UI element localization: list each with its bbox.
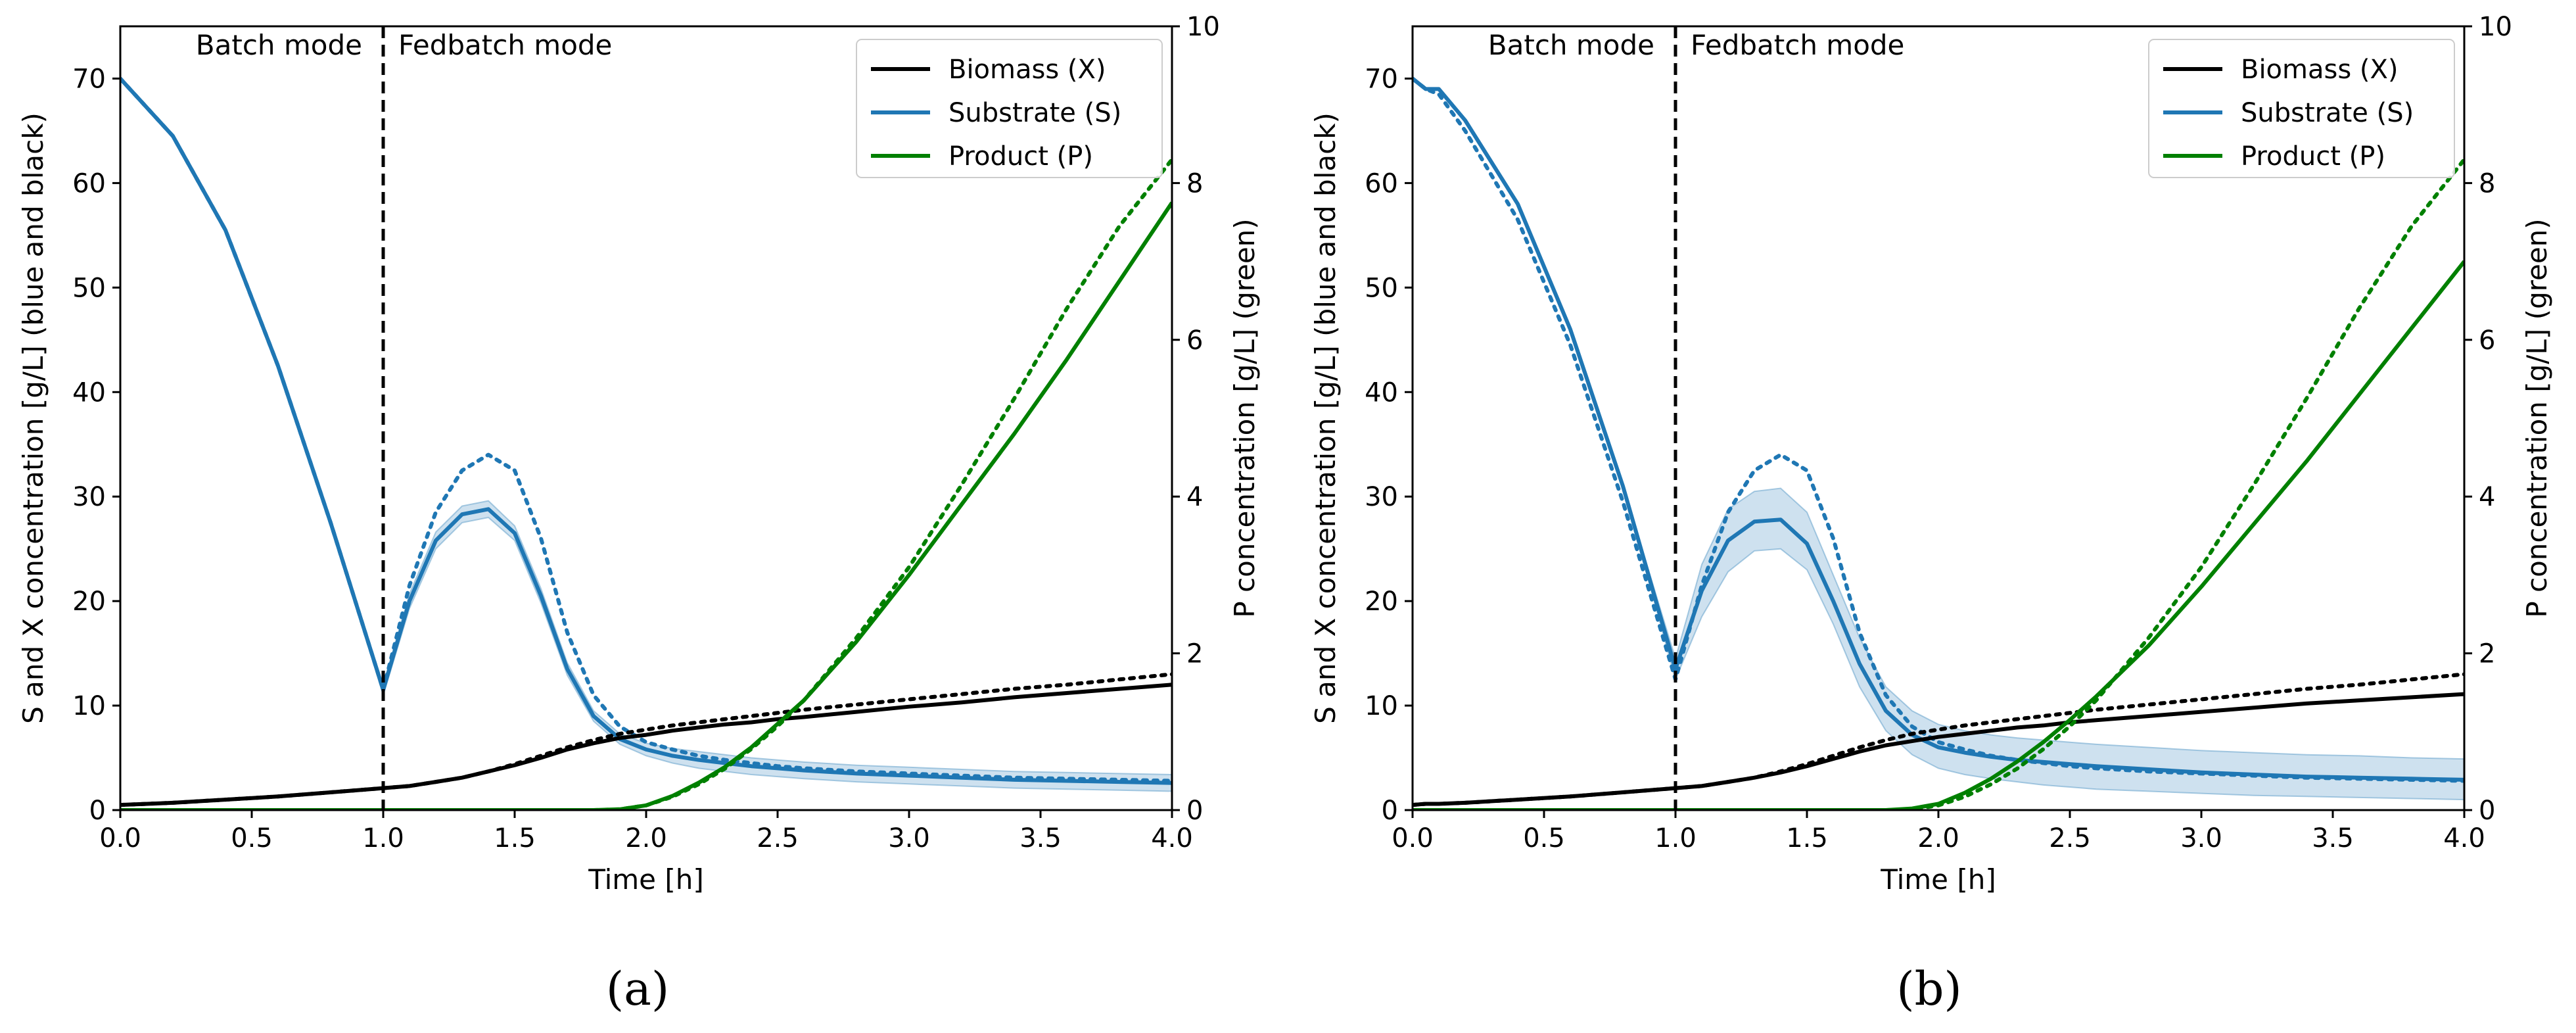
y-left-tick-label: 60 <box>1365 168 1398 199</box>
y-left-tick-label: 70 <box>1365 64 1398 94</box>
y-left-tick-label: 60 <box>72 168 106 199</box>
legend-entry: Product (P) <box>948 141 1093 172</box>
y-left-tick-label: 30 <box>72 482 106 512</box>
legend-box <box>856 39 1163 178</box>
product-mean-line <box>120 201 1172 810</box>
legend-entry: Biomass (X) <box>2241 55 2399 85</box>
chart-a: Batch mode Fedbatch mode 0.0 0.5 1.0 1.5 2.0 2.… <box>17 12 1261 896</box>
y-left-tick-label: 0 <box>89 796 106 826</box>
substrate-mean-line <box>1413 77 2464 782</box>
x-tick-label: 3.0 <box>2180 823 2222 853</box>
fedbatch-mode-label: Fedbatch mode <box>1691 29 1904 61</box>
y-right-tick-label: 8 <box>2479 168 2495 199</box>
x-tick-label: 3.0 <box>888 823 930 853</box>
x-tick-label: 4.0 <box>2443 823 2485 853</box>
legend-entry: Biomass (X) <box>948 55 1106 85</box>
fedbatch-mode-label: Fedbatch mode <box>398 29 612 61</box>
x-tick-label: 1.0 <box>362 823 404 853</box>
subcaption-b: (b) <box>1896 962 1961 1016</box>
legend: Biomass (X) Substrate (S) Product (P) <box>856 39 1163 178</box>
subcaption-a: (a) <box>606 962 669 1016</box>
biomass-reference-line <box>1413 672 2464 807</box>
substrate-reference-line <box>120 76 1172 783</box>
y-right-tick-label: 4 <box>2479 482 2495 512</box>
x-tick-label: 0.0 <box>99 823 141 853</box>
y-right-tick-label: 0 <box>1186 796 1203 826</box>
y-left-tick-label: 10 <box>1365 691 1398 721</box>
x-tick-label: 1.5 <box>1786 823 1828 853</box>
batch-mode-label: Batch mode <box>1488 29 1654 61</box>
y-left-tick-label: 20 <box>1365 587 1398 617</box>
y-right-tick-label: 10 <box>2479 12 2512 42</box>
y-right-tick-label: 6 <box>1186 325 1203 356</box>
y-right-tick-label: 4 <box>1186 482 1203 512</box>
legend-box <box>2148 39 2455 178</box>
y-left-tick-label: 0 <box>1382 796 1398 826</box>
y-left-tick-label: 70 <box>72 64 106 94</box>
substrate-mean-band <box>1413 78 2464 801</box>
legend-entry: Substrate (S) <box>948 98 1121 128</box>
x-tick-label: 2.0 <box>625 823 667 853</box>
y-right-tick-label: 2 <box>1186 639 1203 669</box>
x-tick-label: 2.5 <box>757 823 799 853</box>
y-right-tick-label: 2 <box>2479 639 2495 669</box>
x-axis-label: Time [h] <box>1880 863 1996 896</box>
batch-mode-label: Batch mode <box>196 29 362 61</box>
substrate-mean-band <box>120 78 1172 792</box>
x-tick-label: 3.5 <box>1019 823 1062 853</box>
y-left-tick-label: 40 <box>1365 377 1398 408</box>
substrate-reference-line <box>1413 76 2464 783</box>
plot-area <box>120 76 1172 810</box>
legend-entry: Substrate (S) <box>2241 98 2414 128</box>
y-right-axis-label: P concentration [g/L] (green) <box>1229 218 1261 617</box>
legend-entry: Product (P) <box>2241 141 2385 172</box>
y-left-tick-label: 50 <box>72 273 106 303</box>
x-tick-label: 0.5 <box>231 823 273 853</box>
y-right-tick-label: 0 <box>2479 796 2495 826</box>
x-tick-label: 0.5 <box>1523 823 1565 853</box>
x-tick-label: 1.0 <box>1654 823 1697 853</box>
y-left-axis-label: S and X concentration [g/L] (blue and bl… <box>17 112 49 724</box>
biomass-reference-line <box>120 672 1172 807</box>
x-tick-label: 1.5 <box>494 823 536 853</box>
y-left-tick-label: 10 <box>72 691 106 721</box>
product-reference-line <box>1413 157 2464 810</box>
chart-b: Batch mode Fedbatch mode 0.0 0.5 1.0 1.5 2.0 2.… <box>1309 12 2553 896</box>
y-right-axis-label: P concentration [g/L] (green) <box>2521 218 2553 617</box>
product-mean-line <box>1413 260 2464 810</box>
product-reference-line <box>120 157 1172 810</box>
y-right-tick-label: 6 <box>2479 325 2495 356</box>
x-tick-label: 2.5 <box>2049 823 2091 853</box>
x-tick-label: 0.0 <box>1392 823 1434 853</box>
y-left-tick-label: 30 <box>1365 482 1398 512</box>
y-left-tick-label: 20 <box>72 587 106 617</box>
x-tick-label: 3.5 <box>2312 823 2354 853</box>
y-right-tick-label: 8 <box>1186 168 1203 199</box>
y-right-tick-label: 10 <box>1186 12 1220 42</box>
plot-area <box>1413 76 2464 810</box>
x-tick-label: 4.0 <box>1151 823 1193 853</box>
legend: Biomass (X) Substrate (S) Product (P) <box>2148 39 2455 178</box>
x-tick-label: 2.0 <box>1917 823 1959 853</box>
y-left-tick-label: 40 <box>72 377 106 408</box>
x-axis-label: Time [h] <box>588 863 704 896</box>
y-left-tick-label: 50 <box>1365 273 1398 303</box>
y-left-axis-label: S and X concentration [g/L] (blue and bl… <box>1309 112 1342 724</box>
